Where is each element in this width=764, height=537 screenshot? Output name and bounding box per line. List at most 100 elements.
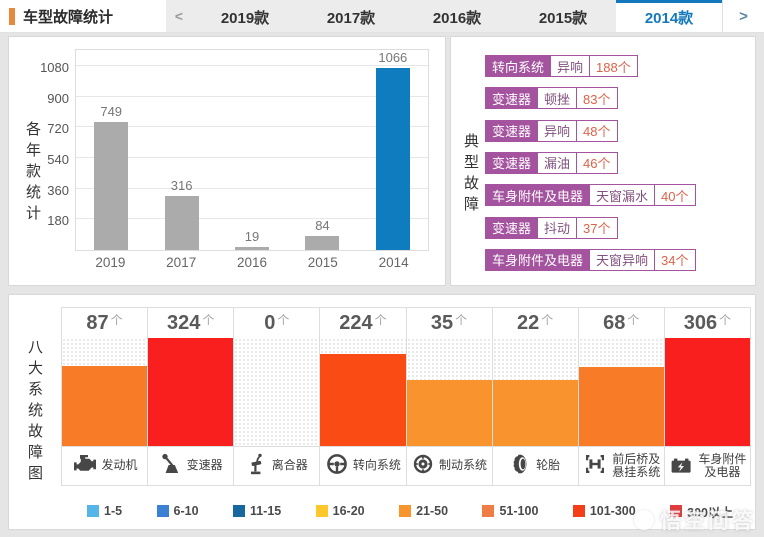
system-count-unit: 个 — [202, 312, 215, 327]
legend-item-101-300: 101-300 — [572, 504, 636, 518]
tab-2014款[interactable]: 2014款 — [616, 0, 722, 32]
system-column-2: 324 个变速器 — [148, 308, 235, 486]
fault-symptom-tag: 抖动 — [537, 216, 578, 239]
system-count-value: 22 — [517, 311, 540, 334]
x-label-2019: 2019 — [95, 255, 126, 270]
bar-slot-2019: 749 — [76, 50, 146, 250]
typical-fault-list: 转向系统 异响 188个 变速器 顿挫 83个 变速器 异响 48个 变速器 漏油 46个 车身附件及电… — [485, 55, 751, 271]
system-count-unit: 个 — [627, 312, 640, 327]
fault-count-badge: 34个 — [654, 248, 696, 271]
system-count-value: 0 — [264, 311, 276, 334]
fault-part-tag: 车身附件及电器 — [485, 248, 591, 271]
system-count-value: 87 — [86, 311, 109, 334]
fault-count-badge: 37个 — [576, 216, 618, 239]
tab-2019款[interactable]: 2019款 — [220, 10, 270, 27]
system-label: 前后桥及 悬挂系统 — [612, 451, 661, 479]
yearly-chart-title: 各年款统计 — [24, 121, 41, 226]
bar-value-2017: 316 — [170, 178, 193, 193]
tabs-next-arrow-icon[interactable]: > — [722, 0, 764, 32]
legend-label: 300以上 — [687, 505, 733, 520]
system-count-value: 224 — [339, 311, 373, 334]
legend-swatch — [670, 505, 683, 517]
system-count-unit: 个 — [541, 312, 554, 327]
system-count-value: 306 — [683, 311, 718, 334]
system-column-6: 22 个轮胎 — [492, 308, 579, 486]
eight-systems-panel: 八大系统故障图 87 个发动机 324 个变速器 0 个离合器 224 个转向系统 35 个制动系… — [8, 294, 756, 530]
legend-item-21-50: 21-50 — [399, 504, 448, 518]
gearshift-icon — [159, 452, 183, 481]
legend-swatch — [156, 505, 169, 517]
tab-2017款[interactable]: 2017款 — [326, 10, 376, 27]
legend-swatch — [232, 505, 245, 517]
fault-row-7: 车身附件及电器 天窗异响 34个 — [485, 248, 751, 271]
system-label-cell: 变速器 — [148, 446, 234, 486]
gridline-360 — [76, 188, 428, 189]
systems-fault-grid: 87 个发动机 324 个变速器 0 个离合器 224 个转向系统 35 个制动系统 22 个轮胎 68… — [61, 307, 751, 486]
legend-label: 16-20 — [332, 504, 365, 518]
gridline-1080 — [76, 65, 428, 66]
legend-swatch — [399, 505, 412, 517]
panel-title-cell: 车型故障统计 — [0, 0, 166, 32]
system-bar — [320, 354, 406, 446]
legend-item-16-20: 16-20 — [315, 504, 365, 518]
fault-row-6: 变速器 抖动 37个 — [485, 216, 751, 239]
system-column-3: 0 个离合器 — [234, 308, 321, 486]
system-label-cell: 制动系统 — [406, 446, 492, 486]
y-tick-180: 180 — [47, 213, 69, 228]
tab-2015款[interactable]: 2015款 — [538, 10, 588, 27]
fault-part-tag: 转向系统 — [485, 55, 552, 77]
legend-item-11-15: 11-15 — [232, 504, 281, 518]
legend-swatch — [482, 505, 495, 517]
system-label-cell: 离合器 — [234, 446, 320, 486]
legend-label: 1-5 — [104, 504, 123, 518]
bar-slot-2015: 84 — [287, 50, 357, 250]
fault-part-tag: 变速器 — [485, 119, 539, 142]
system-count-unit: 个 — [277, 312, 290, 327]
system-bar-area — [62, 338, 148, 446]
fault-symptom-tag: 顿挫 — [537, 87, 578, 110]
y-tick-540: 540 — [47, 152, 69, 167]
fault-part-tag: 变速器 — [485, 87, 539, 110]
fault-symptom-tag: 天窗漏水 — [589, 184, 656, 207]
bar-value-2015: 84 — [315, 218, 330, 233]
system-count: 22 个 — [493, 308, 578, 338]
legend-item-51-100: 51-100 — [482, 504, 538, 518]
system-count-unit: 个 — [455, 312, 468, 327]
tabs-prev-arrow-icon[interactable]: < — [174, 8, 184, 24]
legend-item-1-5: 1-5 — [87, 504, 122, 518]
system-count-value: 68 — [603, 311, 626, 334]
bar-2017 — [164, 196, 199, 250]
system-count-unit: 个 — [374, 312, 387, 327]
x-label-2014: 2014 — [378, 255, 409, 270]
typical-faults-panel: 典型故障 转向系统 异响 188个 变速器 顿挫 83个 变速器 异响 48个 变速器 漏油 46个车… — [450, 36, 756, 286]
bar-slot-2014: 1066 — [358, 50, 428, 250]
legend-swatch — [572, 505, 585, 517]
system-label: 发动机 — [101, 458, 138, 473]
gridline-900 — [76, 96, 428, 97]
system-label-cell: 轮胎 — [492, 446, 578, 486]
fault-row-5: 车身附件及电器 天窗漏水 40个 — [485, 184, 751, 207]
model-tab-bar: 车型故障统计 < 2019款 2017款 2016款 2015款 2014款 > — [0, 0, 764, 33]
system-column-1: 87 个发动机 — [62, 308, 149, 486]
eight-systems-title: 八大系统故障图 — [26, 339, 43, 486]
bar-value-2019: 749 — [100, 104, 123, 119]
system-label-cell: 发动机 — [62, 446, 148, 486]
gridline-720 — [76, 126, 428, 127]
yearly-bar-chart: 749 316 19 84 1066 — [75, 49, 429, 251]
tab-2016款[interactable]: 2016款 — [432, 10, 482, 27]
system-bar-area — [234, 338, 320, 446]
typical-faults-title: 典型故障 — [462, 133, 479, 217]
legend-item-300以上: 300以上 — [670, 502, 733, 521]
bar-2019 — [94, 122, 129, 250]
bar-2016 — [235, 247, 270, 250]
y-tick-720: 720 — [47, 121, 69, 136]
system-bar — [148, 338, 234, 446]
legend-label: 51-100 — [499, 504, 539, 518]
legend-label: 21-50 — [416, 504, 449, 518]
engine-icon — [72, 452, 98, 481]
bar-2015 — [305, 236, 340, 250]
system-column-5: 35 个制动系统 — [406, 308, 493, 486]
system-bar-area — [148, 338, 234, 446]
system-bar-area — [492, 338, 578, 446]
